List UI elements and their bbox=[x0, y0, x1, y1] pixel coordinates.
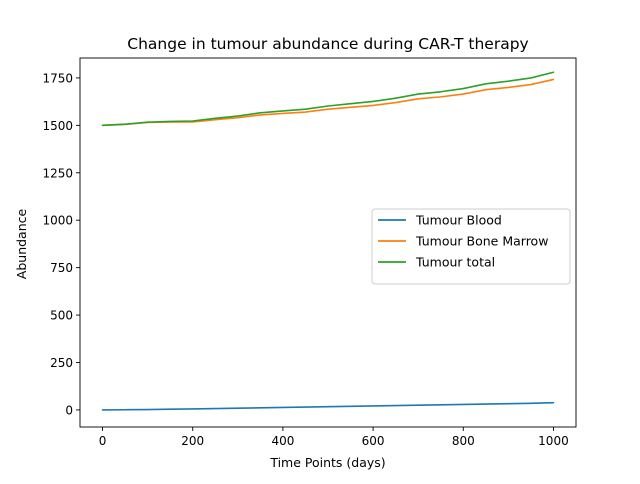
series-line-2 bbox=[101, 78, 555, 127]
x-tick-label: 800 bbox=[452, 434, 475, 448]
y-tick-label: 0 bbox=[65, 403, 73, 417]
series-line-1 bbox=[101, 401, 555, 411]
y-tick-label: 1000 bbox=[42, 214, 73, 228]
x-tick-label: 400 bbox=[271, 434, 294, 448]
x-tick-label: 600 bbox=[362, 434, 385, 448]
y-tick-label: 750 bbox=[50, 261, 73, 275]
legend-label-1: Tumour Blood bbox=[415, 213, 502, 228]
x-axis-label: Time Points (days) bbox=[269, 455, 385, 470]
legend-label-2: Tumour Bone Marrow bbox=[415, 234, 548, 249]
x-tick-label: 200 bbox=[181, 434, 204, 448]
y-tick-label: 250 bbox=[50, 356, 73, 370]
legend-box bbox=[371, 208, 571, 285]
y-tick-label: 1250 bbox=[42, 166, 73, 180]
x-tick-label: 1000 bbox=[538, 434, 569, 448]
axes-frame bbox=[79, 57, 577, 428]
y-tick-label: 1750 bbox=[42, 71, 73, 85]
legend-label-3: Tumour total bbox=[415, 255, 495, 270]
y-axis-label: Abundance bbox=[14, 208, 29, 279]
chart-title: Change in tumour abundance during CAR-T … bbox=[127, 35, 528, 53]
plot-area: 0 200 400 600 800 1000 0 250 500 750 1000 1250 1500 1… bbox=[42, 57, 577, 448]
y-tick-label: 1500 bbox=[42, 119, 73, 133]
y-tick-label: 500 bbox=[50, 309, 73, 323]
series-line-3 bbox=[101, 71, 555, 127]
x-tick-label: 0 bbox=[99, 434, 107, 448]
